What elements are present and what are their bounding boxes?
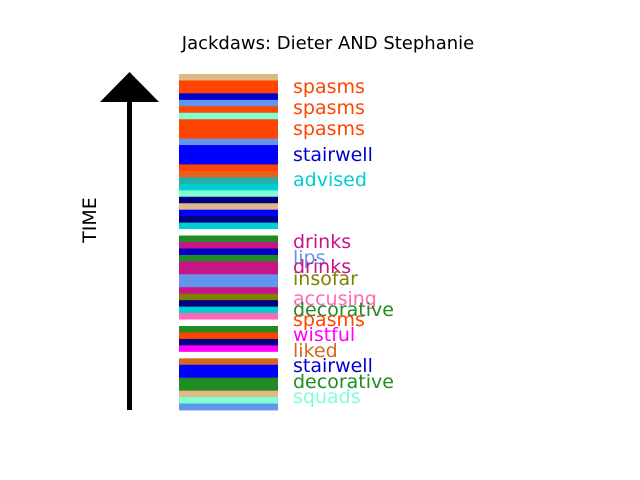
word-label: insofar [293,268,358,290]
bar-segment [179,390,278,398]
time-arrow-head [100,72,159,102]
bar-segment [179,371,278,379]
bar-segment [179,164,278,172]
bar-segment [179,229,278,236]
word-label: drinks [293,256,351,278]
bar-segment [179,319,278,327]
bar-segment [179,351,278,359]
bar-segment [179,377,278,385]
bar-segment [179,80,278,88]
bar-segment [179,203,278,211]
bar-segment [179,177,278,185]
word-label: decorative [293,371,394,393]
bar-segment [179,345,278,353]
word-label: accusing [293,288,377,310]
bar-segment [179,397,278,404]
bar-segment [179,106,278,114]
bar-segment [179,306,278,314]
bar-segment [179,300,278,308]
word-label: advised [293,169,367,191]
bar-segment [179,125,278,133]
word-labels: spasmsspasmsspasmsstairwelladviseddrinks… [293,76,394,408]
word-label: spasms [293,76,365,98]
word-label: drinks [293,231,351,253]
bar-segment [179,151,278,159]
word-label: wistful [293,324,355,346]
bar-segment [179,332,278,340]
word-label: lips [293,247,326,269]
bar-segment [179,190,278,198]
word-label: spasms [293,97,365,119]
bar-segment [179,254,278,262]
bar-segment [179,274,278,282]
y-axis-label: TIME [79,197,101,244]
bar-segment [179,93,278,101]
bar-segment [179,158,278,165]
bar-segment [179,293,278,301]
bar-segment [179,261,278,269]
bar-segment [179,358,278,366]
word-label: decorative [293,299,394,321]
bar-segment [179,280,278,288]
bar-segment [179,209,278,217]
time-arrow [100,72,159,410]
bar-segment [179,138,278,146]
bar-segment [179,86,278,94]
bar-segment [179,338,278,346]
word-label: spasms [293,118,365,140]
word-label: stairwell [293,144,373,166]
bar-segment [179,326,278,333]
bar-segment [179,112,278,120]
bar-segment [179,222,278,230]
bar-segment [179,403,278,411]
bar-segment [179,99,278,107]
bar-segment [179,145,278,152]
word-label: spasms [293,309,365,331]
bar-segment [179,384,278,392]
bar-segment [179,313,278,320]
bar-segment [179,119,278,127]
bar-segment [179,196,278,204]
word-label: stairwell [293,355,373,377]
bar-segment [179,287,278,295]
stacked-bar [179,74,278,411]
bar-segment [179,183,278,191]
bar-segment [179,248,278,256]
bar-segment [179,364,278,372]
bar-segment [179,216,278,224]
chart-title: Jackdaws: Dieter AND Stephanie [181,33,474,54]
bar-segment [179,235,278,243]
word-label: liked [293,340,338,362]
word-label: squads [293,386,361,408]
bar-segment [179,74,278,81]
bar-segment [179,242,278,249]
bar-segment [179,170,278,178]
bar-segment [179,132,278,140]
bar-segment [179,267,278,275]
